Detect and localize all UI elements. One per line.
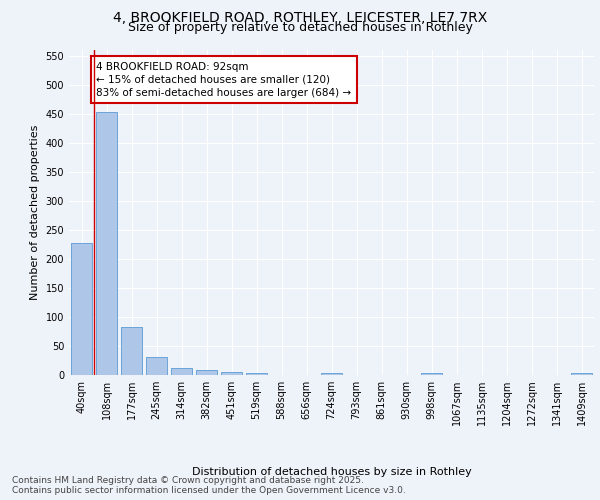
Text: Contains HM Land Registry data © Crown copyright and database right 2025.
Contai: Contains HM Land Registry data © Crown c… (12, 476, 406, 495)
Bar (171, 368, 192, 375)
Text: Size of property relative to detached houses in Rothley: Size of property relative to detached ho… (128, 21, 472, 34)
X-axis label: Distribution of detached houses by size in Rothley: Distribution of detached houses by size … (191, 467, 472, 477)
Bar (321, 372, 342, 375)
Bar (146, 357, 167, 375)
Bar (246, 374, 267, 375)
Bar (221, 372, 242, 375)
Bar (196, 370, 217, 375)
Text: 4, BROOKFIELD ROAD, ROTHLEY, LEICESTER, LE7 7RX: 4, BROOKFIELD ROAD, ROTHLEY, LEICESTER, … (113, 11, 487, 25)
Bar (96, 112, 117, 375)
Bar (71, 242, 92, 375)
Bar (421, 374, 442, 375)
Text: 4 BROOKFIELD ROAD: 92sqm
← 15% of detached houses are smaller (120)
83% of semi-: 4 BROOKFIELD ROAD: 92sqm ← 15% of detach… (97, 62, 352, 98)
Bar (571, 374, 592, 375)
Y-axis label: Number of detached properties: Number of detached properties (30, 125, 40, 300)
Bar (121, 327, 142, 375)
